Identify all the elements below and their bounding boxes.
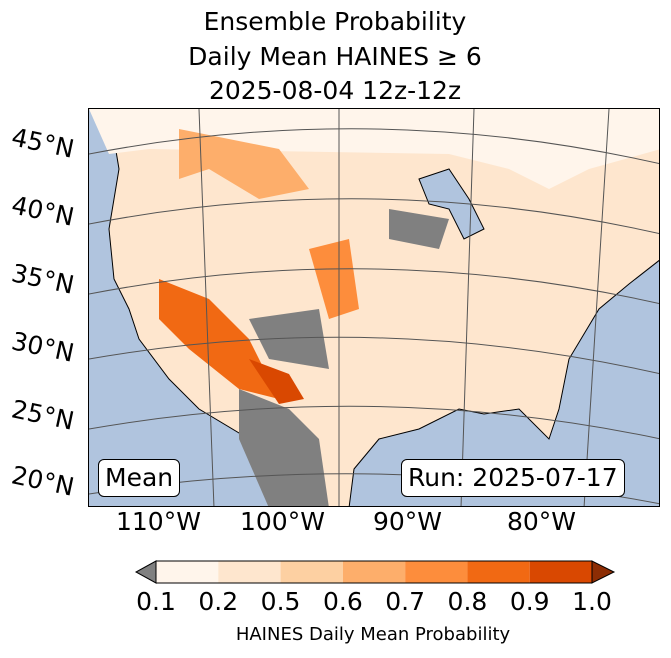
colorbar-segment xyxy=(342,561,406,583)
run-label-box: Run: 2025-07-17 xyxy=(401,459,625,497)
gray-midwest xyxy=(389,209,449,249)
high-prob-north xyxy=(179,129,309,199)
colorbar-segment xyxy=(405,561,468,583)
title-line-3: 2025-08-04 12z-12z xyxy=(208,76,462,105)
lon-label-90: 90°W xyxy=(373,507,443,536)
colorbar-tick: 0.7 xyxy=(385,587,426,616)
colorbar-tick: 0.6 xyxy=(322,587,363,616)
colorbar-segment xyxy=(218,561,281,583)
colorbar-tick: 0.9 xyxy=(509,587,550,616)
lat-label-35: 35°N xyxy=(8,258,77,300)
map-canvas xyxy=(89,109,659,506)
colorbar-tick: 1.0 xyxy=(572,587,612,616)
colorbar-under-arrow xyxy=(134,560,157,584)
mexico-gray xyxy=(239,389,329,506)
colorbar-segment xyxy=(280,561,343,583)
probability-map xyxy=(88,108,660,507)
lon-label-110: 110°W xyxy=(116,507,201,536)
lat-label-30: 30°N xyxy=(8,326,77,368)
high-prob-texas xyxy=(249,359,304,404)
lon-label-80: 80°W xyxy=(507,507,577,536)
lat-label-45: 45°N xyxy=(8,122,77,164)
lat-label-25: 25°N xyxy=(8,394,77,436)
title-line-2: Daily Mean HAINES ≥ 6 xyxy=(188,42,482,71)
colorbar-tick: 0.5 xyxy=(260,587,301,616)
colorbar-tick: 0.2 xyxy=(198,587,239,616)
high-prob-plains xyxy=(309,239,359,319)
lat-label-20: 20°N xyxy=(8,460,77,502)
colorbar-segment xyxy=(529,561,592,583)
gray-southwest xyxy=(249,309,329,369)
colorbar-label: HAINES Daily Mean Probability xyxy=(235,624,511,645)
colorbar-tick: 0.8 xyxy=(447,587,488,616)
high-prob-southwest xyxy=(159,279,279,399)
lat-label-40: 40°N xyxy=(8,190,77,232)
title-line-1: Ensemble Probability xyxy=(203,7,467,36)
lon-label-100: 100°W xyxy=(240,507,325,536)
great-lakes xyxy=(418,168,485,240)
land-mass xyxy=(89,109,659,506)
stat-label-box: Mean xyxy=(98,459,181,497)
colorbar-segment xyxy=(156,561,219,583)
colorbar-segment xyxy=(467,561,530,583)
colorbar-over-arrow xyxy=(591,560,616,584)
canada-region xyxy=(89,109,659,189)
colorbar-tick: 0.1 xyxy=(136,587,176,616)
colorbar-frame xyxy=(155,560,593,584)
colorbar xyxy=(134,560,616,584)
